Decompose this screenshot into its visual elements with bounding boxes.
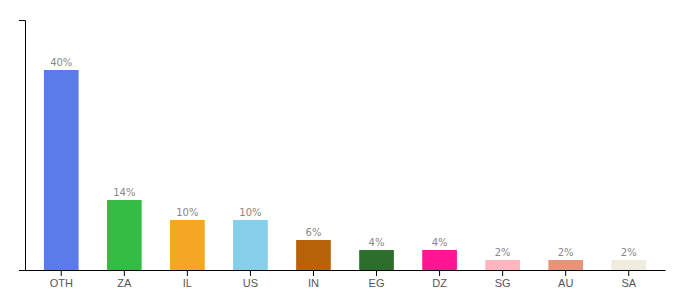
bar [107, 200, 142, 270]
x-tick-label: EG [369, 277, 385, 289]
x-tick: SA [621, 270, 636, 289]
bar [296, 240, 331, 270]
y-axis [19, 21, 26, 271]
data-label: 6% [306, 227, 322, 238]
x-tick-mark [502, 270, 503, 276]
x-tick: IL [183, 270, 192, 289]
bar [44, 70, 79, 270]
data-label: 4% [432, 237, 448, 248]
bars [44, 70, 646, 270]
data-label: 10% [176, 207, 198, 218]
bar [422, 250, 457, 270]
chart: 40% 14% 10% 10% 6% 4% 4% 2% 2% 2% OTH ZA IL US IN EG DZ S… [0, 0, 680, 300]
x-tick: DZ [432, 270, 447, 289]
data-label: 40% [50, 57, 72, 68]
bar [170, 220, 205, 270]
bar [485, 260, 520, 270]
data-label: 14% [113, 187, 135, 198]
x-tick: SG [495, 270, 511, 289]
data-label: 2% [558, 247, 574, 258]
x-tick: ZA [117, 270, 132, 289]
plot: 40% 14% 10% 10% 6% 4% 4% 2% 2% 2% OTH ZA IL US IN EG DZ S… [19, 21, 666, 289]
x-tick: EG [369, 270, 385, 289]
x-tick-mark [187, 270, 188, 276]
x-tick-label: IN [308, 277, 319, 289]
x-tick-mark [376, 270, 377, 276]
x-tick-label: ZA [117, 277, 132, 289]
x-tick-mark [628, 270, 629, 276]
data-label: 2% [621, 247, 637, 258]
data-labels: 40% 14% 10% 10% 6% 4% 4% 2% 2% 2% [50, 57, 637, 258]
x-tick-mark [313, 270, 314, 276]
data-label: 10% [239, 207, 261, 218]
x-tick-mark [439, 270, 440, 276]
x-tick: US [243, 270, 258, 289]
bar [548, 260, 583, 270]
x-tick: IN [308, 270, 319, 289]
x-tick-label: US [243, 277, 258, 289]
bar [233, 220, 268, 270]
data-label: 4% [369, 237, 385, 248]
x-tick-label: SG [495, 277, 511, 289]
x-tick-label: DZ [432, 277, 447, 289]
bar [359, 250, 394, 270]
x-tick-mark [61, 270, 62, 276]
x-tick-label: OTH [50, 277, 73, 289]
x-axis-line [26, 270, 666, 271]
x-tick-label: AU [558, 277, 573, 289]
y-axis-line [19, 21, 26, 271]
x-tick-mark [250, 270, 251, 276]
x-tick-label: IL [183, 277, 192, 289]
x-tick: AU [558, 270, 573, 289]
x-tick-mark [124, 270, 125, 276]
x-tick-label: SA [621, 277, 636, 289]
x-tick: OTH [50, 270, 73, 289]
bar [611, 260, 646, 270]
x-axis: OTH ZA IL US IN EG DZ SG AU SA [26, 270, 666, 289]
x-tick-mark [565, 270, 566, 276]
data-label: 2% [495, 247, 511, 258]
